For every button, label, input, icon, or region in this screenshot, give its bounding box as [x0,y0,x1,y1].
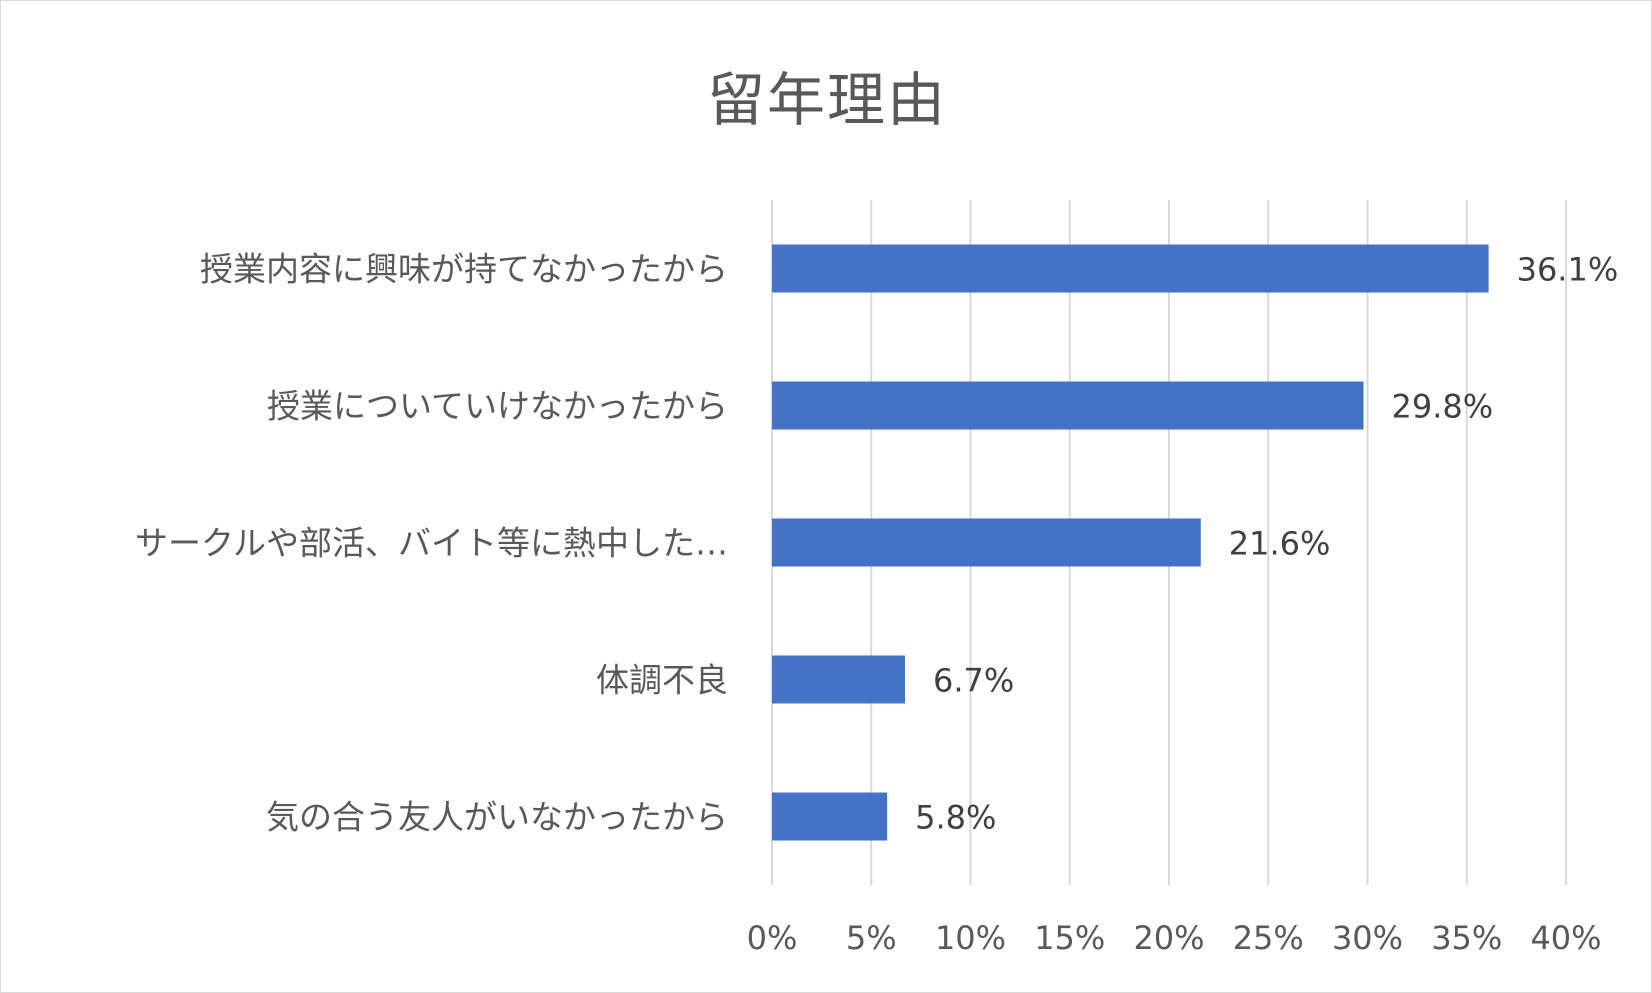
x-tick-labels: 0% 5% 10% 15% 20% 25% 30% 35% 40% [747,919,1602,957]
bar [772,381,1364,430]
category-label: サークルや部活、バイト等に熱中した… [135,524,728,563]
bars [772,244,1489,841]
data-label: 6.7% [933,662,1014,700]
x-tick-label: 10% [935,919,1006,957]
data-label: 29.8% [1392,388,1494,426]
category-label: 体調不良 [596,661,728,700]
bar [772,244,1489,293]
x-tick-label: 20% [1133,919,1204,957]
bar [772,518,1201,567]
category-label: 授業についていけなかったから [267,387,728,426]
category-label: 授業内容に興味が持てなかったから [200,250,728,289]
bar [772,792,888,841]
data-label: 36.1% [1517,251,1619,289]
chart-title: 留年理由 [706,66,947,134]
x-tick-label: 40% [1530,919,1601,957]
data-label: 5.8% [915,799,996,837]
category-label: 気の合う友人がいなかったから [266,798,728,837]
category-labels: 授業内容に興味が持てなかったから授業についていけなかったからサークルや部活、バイ… [135,250,728,837]
x-tick-label: 30% [1332,919,1403,957]
x-tick-label: 0% [747,919,798,957]
x-tick-label: 35% [1431,919,1502,957]
x-tick-label: 25% [1233,919,1304,957]
data-labels: 36.1% 29.8% 21.6% 6.7% 5.8% [915,251,1618,837]
x-tick-label: 15% [1034,919,1105,957]
bar [772,655,905,704]
data-label: 21.6% [1229,525,1331,563]
x-tick-label: 5% [846,919,897,957]
